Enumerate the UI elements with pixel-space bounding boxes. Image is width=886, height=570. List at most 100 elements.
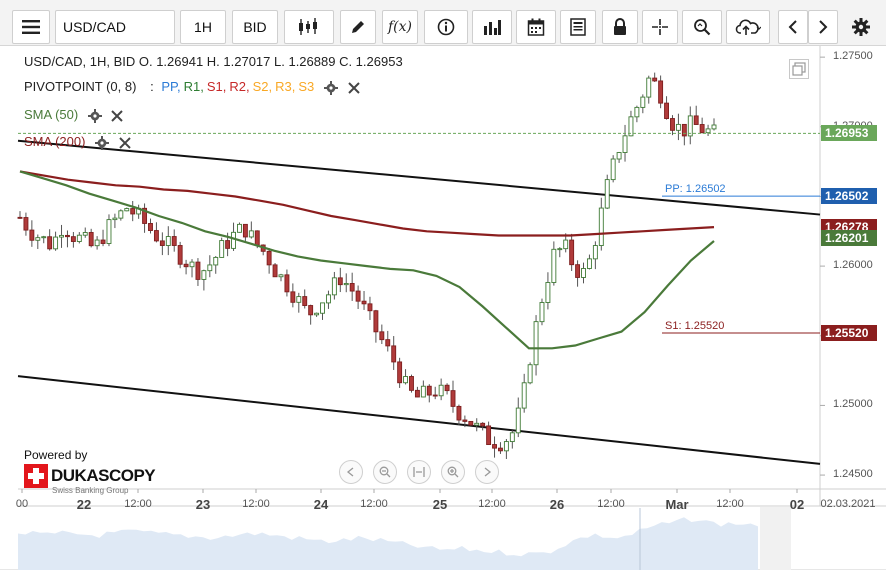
candlestick-icon[interactable] <box>284 10 334 44</box>
pivot-level-label: PP: 1.26502 <box>665 183 726 196</box>
timeframe-selector[interactable]: 1H <box>180 10 226 44</box>
candle-up <box>248 230 254 238</box>
candle-up <box>604 179 610 209</box>
sma-price-tag: 1.26201 <box>821 230 877 247</box>
candle-down <box>290 291 296 303</box>
volume-bars-icon[interactable] <box>472 10 512 44</box>
candle-down <box>444 384 450 392</box>
x-tick-label: 23 <box>195 497 211 512</box>
candle-down <box>468 420 474 426</box>
nav-forward-icon[interactable] <box>475 460 499 484</box>
timeframe-label: 1H <box>194 19 212 35</box>
pivot-sep: : <box>150 79 154 94</box>
brand-name: DUKASCOPY <box>51 466 156 485</box>
cloud-upload-icon[interactable] <box>726 10 770 44</box>
candle-down <box>349 283 355 292</box>
candle-down <box>681 123 687 137</box>
zoom-out-icon[interactable] <box>373 460 397 484</box>
last-price-tag: 1.26953 <box>821 125 877 142</box>
gear-icon[interactable] <box>323 80 338 95</box>
candle-down <box>29 229 35 241</box>
candle-down <box>100 239 106 244</box>
candle-down <box>337 277 343 286</box>
candle-up <box>189 261 195 268</box>
candle-down <box>462 419 468 422</box>
draw-pen-icon[interactable] <box>340 10 376 44</box>
nav-back-icon[interactable] <box>339 460 363 484</box>
function-icon[interactable]: f(x) <box>382 10 418 44</box>
candle-down <box>242 223 248 238</box>
sma50-label: SMA (50) <box>24 107 79 122</box>
candle-up <box>403 376 409 384</box>
toolbar: USD/CAD 1H BID f(x) <box>0 0 886 46</box>
candle-up <box>533 321 539 366</box>
pivot-level-label: R1, <box>183 79 204 94</box>
zoom-in-icon[interactable] <box>441 460 465 484</box>
price-side-label: BID <box>243 19 267 35</box>
scroll-right-icon[interactable] <box>808 10 838 44</box>
plot-background <box>18 46 820 489</box>
menu-icon[interactable] <box>12 10 50 44</box>
candle-up <box>296 296 302 303</box>
sma200-legend: SMA (200) <box>24 134 131 150</box>
candle-up <box>598 207 604 246</box>
candle-down <box>153 230 159 242</box>
candle-down <box>65 234 70 238</box>
candle-down <box>373 310 379 333</box>
crosshair-icon[interactable] <box>642 10 678 44</box>
candle-up <box>628 116 634 137</box>
candle-up <box>610 158 616 181</box>
price-chart[interactable] <box>0 46 886 570</box>
pivot-level-label: S1, <box>206 79 227 94</box>
lock-icon[interactable] <box>602 10 638 44</box>
expand-icon[interactable] <box>789 59 809 79</box>
candle-up <box>581 268 586 278</box>
x-tick-label: 25 <box>432 497 448 512</box>
swiss-cross-icon <box>24 464 48 488</box>
ohlc-legend: USD/CAD, 1H, BID O. 1.26941 H. 1.27017 L… <box>24 54 403 69</box>
pivot-price-tag: 1.26502 <box>821 188 877 205</box>
candle-down <box>480 422 486 427</box>
zoom-icon[interactable] <box>682 10 722 44</box>
candle-down <box>693 115 699 125</box>
candle-down <box>148 223 153 231</box>
info-icon[interactable] <box>424 10 468 44</box>
x-tick-label: 12:00 <box>124 498 152 510</box>
x-tick-label: 12:00 <box>360 498 388 510</box>
candle-up <box>675 123 681 131</box>
settings-gear-icon[interactable] <box>846 10 876 44</box>
x-tick-label: 12:00 <box>716 498 744 510</box>
close-icon[interactable] <box>347 81 360 94</box>
navigator-area <box>18 517 758 570</box>
candle-down <box>254 230 260 246</box>
candle-up <box>165 236 171 246</box>
candle-down <box>397 361 403 384</box>
pivot-level-label: S3 <box>298 79 315 94</box>
candle-up <box>237 223 242 233</box>
candle-up <box>41 236 47 239</box>
candle-up <box>331 277 337 296</box>
price-side-selector[interactable]: BID <box>232 10 278 44</box>
report-icon[interactable] <box>560 10 596 44</box>
calendar-icon[interactable] <box>516 10 556 44</box>
candle-down <box>575 264 581 278</box>
gear-icon[interactable] <box>87 108 102 123</box>
candle-up <box>438 384 444 397</box>
x-tick-label: Mar <box>665 497 689 512</box>
close-icon[interactable] <box>118 136 131 149</box>
fit-icon[interactable] <box>407 460 431 484</box>
x-tick-label: 12:00 <box>478 498 506 510</box>
symbol-selector[interactable]: USD/CAD <box>55 10 175 44</box>
candle-up <box>76 234 82 242</box>
scroll-left-icon[interactable] <box>778 10 808 44</box>
ohlc-text: USD/CAD, 1H, BID O. 1.26941 H. 1.27017 L… <box>24 54 403 69</box>
x-tick-label: 24 <box>313 497 329 512</box>
chart-area[interactable]: USD/CAD, 1H, BID O. 1.26941 H. 1.27017 L… <box>0 46 886 570</box>
gear-icon[interactable] <box>95 135 110 150</box>
x-tick-label: 02 <box>789 497 805 512</box>
pivot-level-label: PP, <box>161 79 181 94</box>
candle-up <box>563 239 569 250</box>
candle-down <box>367 303 373 312</box>
close-icon[interactable] <box>111 109 124 122</box>
